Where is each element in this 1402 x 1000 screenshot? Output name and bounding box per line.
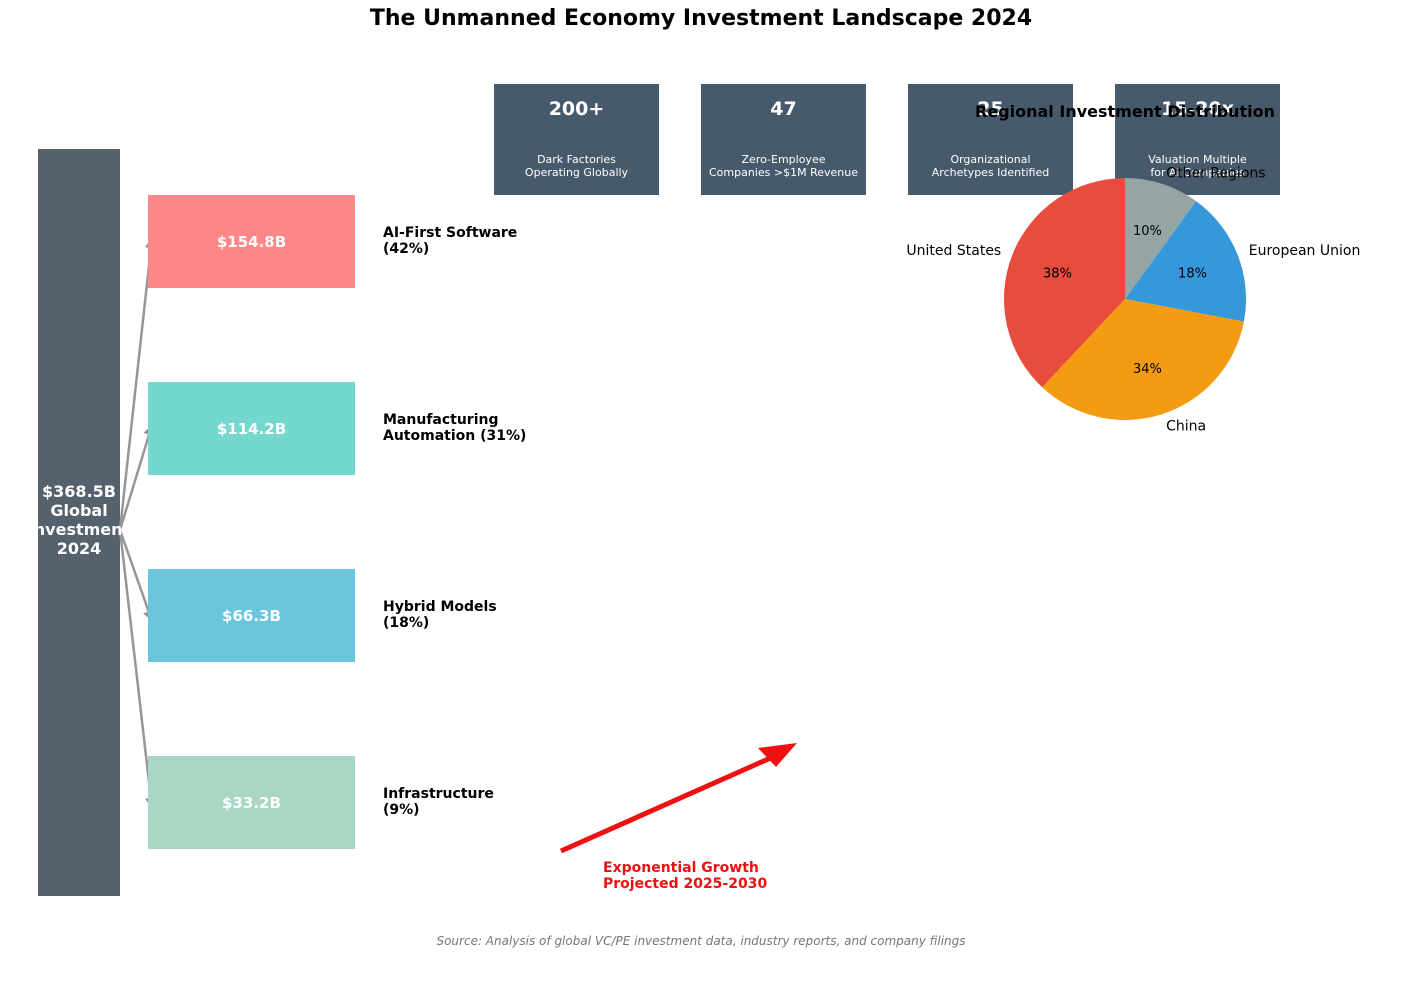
growth-annotation: Exponential Growth Projected 2025-2030 [603,860,768,892]
metric-value: 47 [770,98,797,120]
pie-region-label: United States [906,243,1001,259]
metric-description: Valuation Multiple for AI Companies [1148,153,1247,179]
pie-percent-label: 10% [1133,224,1162,239]
pie-slice [1004,178,1125,388]
segment-box-manufacturing-automation: $114.2B [148,382,355,475]
metric-card-dark-factories: 200+ Dark Factories Operating Globally [494,84,659,195]
pie-percent-label: 34% [1133,362,1162,377]
pie-region-label: China [1166,419,1206,435]
metric-description: Organizational Archetypes Identified [931,153,1050,179]
total-investment-label: $368.5B Global Investment 2024 [27,482,131,558]
segment-value: $66.3B [222,606,281,625]
metric-description: Dark Factories Operating Globally [524,153,629,179]
metric-value: 15-20x [1160,98,1235,120]
growth-arrow-shaft [559,753,777,854]
metric-description: Zero-Employee Companies >$1M Revenue [709,153,858,179]
segment-label-infrastructure: Infrastructure (9%) [383,786,494,818]
segment-value: $114.2B [216,419,287,438]
source-note: Source: Analysis of global VC/PE investm… [436,934,966,948]
segment-box-infrastructure: $33.2B [148,756,355,849]
metric-value: 200+ [548,98,605,120]
pie-region-label: European Union [1249,243,1361,259]
pie-chart-title: Regional Investment Distribution [975,102,1275,121]
chart-title: The Unmanned Economy Investment Landscap… [369,6,1033,31]
flow-arrow-line [118,434,151,531]
total-investment-bar [38,149,120,896]
segment-label-hybrid-models: Hybrid Models (18%) [383,599,497,631]
pie-slice [1125,178,1197,299]
flow-arrow-line [118,247,153,531]
flow-arrow-line [118,529,150,612]
segment-value: $154.8B [216,232,287,251]
metric-card-zero-employee: 47 Zero-Employee Companies >$1M Revenue [701,84,866,195]
pie-region-label: Other Regions [1166,165,1265,181]
segment-label-ai-first-software: AI-First Software (42%) [383,225,518,257]
metric-card-archetypes: 25 Organizational Archetypes Identified [908,84,1073,195]
segment-label-manufacturing-automation: Manufacturing Automation (31%) [383,412,527,444]
pie-slice [1042,299,1244,421]
segment-box-ai-first-software: $154.8B [148,195,355,288]
segment-value: $33.2B [222,793,281,812]
pie-slice [1125,201,1247,322]
metric-card-valuation-multiple: 15-20x Valuation Multiple for AI Compani… [1115,84,1280,195]
pie-percent-label: 38% [1043,266,1072,281]
metric-value: 25 [977,98,1004,120]
growth-arrow-head [758,743,797,767]
flow-arrow-line [118,529,153,799]
segment-box-hybrid-models: $66.3B [148,569,355,662]
pie-percent-label: 18% [1178,266,1207,281]
